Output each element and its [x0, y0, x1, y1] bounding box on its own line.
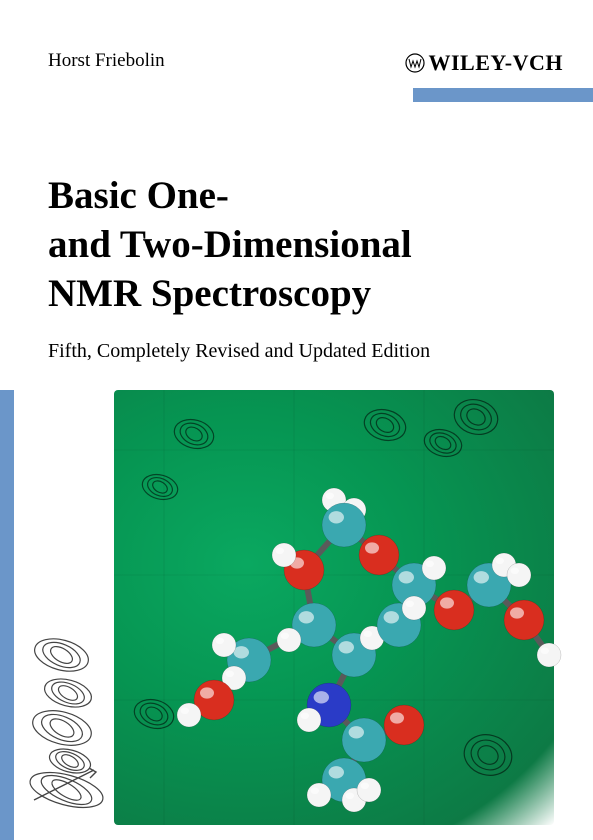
publisher-text: WILEY-VCH	[429, 50, 564, 76]
molecule-diagram	[154, 460, 574, 820]
edition-subtitle: Fifth, Completely Revised and Updated Ed…	[48, 340, 553, 363]
nmr-contours-white	[24, 630, 124, 810]
publisher-name: WILEY-VCH	[405, 50, 593, 76]
author-name: Horst Friebolin	[48, 50, 165, 72]
title-line-1: Basic One-	[48, 174, 229, 217]
accent-bar-left	[0, 390, 14, 840]
publisher-logo-icon	[405, 53, 425, 73]
title-line-3: NMR Spectroscopy	[48, 272, 371, 315]
book-title: Basic One- and Two-Dimensional NMR Spect…	[48, 172, 553, 318]
title-line-2: and Two-Dimensional	[48, 223, 412, 266]
title-block: Basic One- and Two-Dimensional NMR Spect…	[0, 102, 593, 363]
header: Horst Friebolin WILEY-VCH	[0, 0, 593, 102]
cover-figure	[14, 390, 593, 840]
publisher-block: WILEY-VCH	[405, 50, 593, 102]
accent-bar-top	[413, 88, 593, 102]
